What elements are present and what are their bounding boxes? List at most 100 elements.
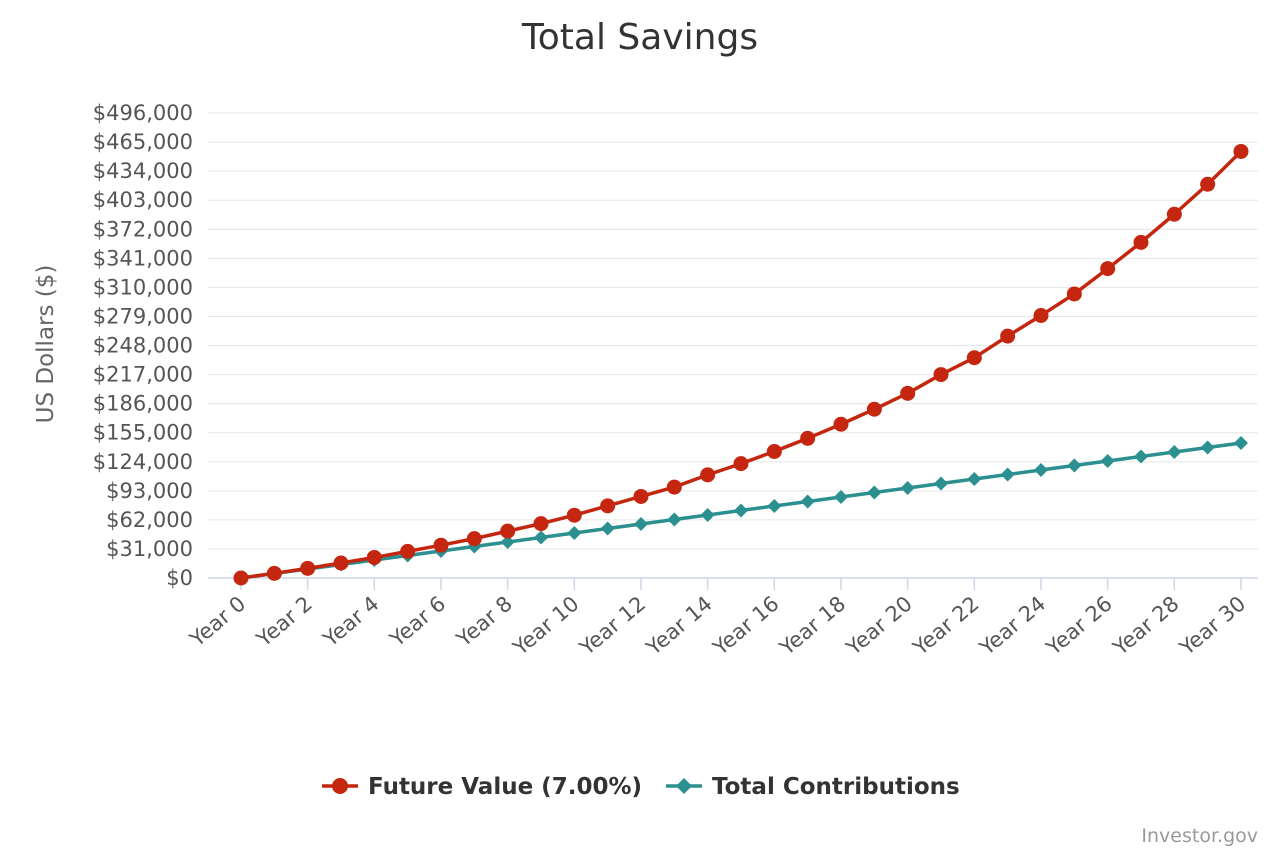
data-point[interactable] [400,543,416,559]
data-point[interactable] [1200,440,1215,455]
legend-item[interactable]: Future Value (7.00%) [322,774,642,800]
y-tick-label: $341,000 [93,246,193,270]
chart-title: Total Savings [521,17,758,58]
x-tick-label: Year 2 [251,591,317,651]
data-point[interactable] [766,443,782,459]
x-tick-label: Year 0 [185,591,251,651]
x-tick-label: Year 14 [641,591,717,660]
x-tick-label: Year 28 [1108,591,1184,660]
data-point[interactable] [1000,328,1016,344]
x-tick-label: Year 22 [908,591,984,660]
data-point[interactable] [1000,467,1015,482]
data-point[interactable] [1100,261,1116,277]
data-point[interactable] [1167,445,1182,459]
data-point[interactable] [800,494,815,509]
data-point[interactable] [633,488,649,504]
data-point[interactable] [533,516,549,532]
data-point[interactable] [966,350,982,366]
data-point[interactable] [667,512,682,527]
data-point[interactable] [1233,143,1249,159]
data-point[interactable] [767,499,782,513]
data-point[interactable] [500,523,516,539]
series-group [233,143,1249,586]
y-tick-label: $217,000 [93,363,193,387]
data-point[interactable] [266,565,282,581]
data-point[interactable] [1234,436,1248,450]
data-point[interactable] [800,430,816,446]
data-point[interactable] [466,531,482,547]
data-point[interactable] [666,479,682,495]
data-point[interactable] [900,481,915,495]
x-tick-label: Year 4 [318,591,384,651]
data-point[interactable] [300,560,316,576]
data-point[interactable] [600,498,616,514]
y-tick-label: $124,000 [93,450,193,474]
data-point[interactable] [366,549,382,565]
x-tick-label: Year 26 [1041,591,1117,660]
y-tick-label: $279,000 [93,304,193,328]
legend-marker [332,778,348,794]
data-point[interactable] [866,401,882,417]
data-point[interactable] [934,476,948,491]
y-tick-label: $310,000 [93,275,193,299]
data-point[interactable] [1133,234,1149,250]
x-tick-label: Year 8 [451,591,517,651]
data-point[interactable] [1066,286,1082,302]
data-point[interactable] [433,537,449,553]
data-point[interactable] [1166,206,1182,222]
data-point[interactable] [1134,449,1148,464]
data-point[interactable] [1033,308,1049,323]
data-point[interactable] [833,416,849,432]
y-tick-label: $186,000 [93,392,193,416]
data-point[interactable] [834,490,848,504]
y-tick-label: $248,000 [93,334,193,358]
legend: Future Value (7.00%) Total Contributions [322,774,960,800]
y-tick-label: $93,000 [106,479,193,503]
y-tick-label: $0 [166,566,193,590]
data-point[interactable] [600,521,615,536]
data-point[interactable] [1067,458,1082,473]
x-tick-label: Year 6 [385,591,451,651]
data-point[interactable] [567,526,582,540]
y-axis-label: US Dollars ($) [33,265,59,424]
y-tick-label: $372,000 [93,217,193,241]
data-point[interactable] [1034,463,1048,477]
data-point[interactable] [500,535,515,549]
data-point[interactable] [1100,454,1115,468]
x-tick-label: Year 20 [841,591,917,660]
data-point[interactable] [700,467,716,483]
y-tick-label: $31,000 [106,537,193,561]
data-point[interactable] [534,530,548,545]
grid-lines [208,112,1258,579]
data-point[interactable] [734,503,748,518]
legend-item[interactable]: Total Contributions [666,774,960,800]
legend-label: Future Value (7.00%) [368,774,642,800]
data-point[interactable] [733,456,749,472]
data-point[interactable] [900,385,916,401]
data-point[interactable] [634,517,648,531]
credit-text[interactable]: Investor.gov [1141,825,1258,847]
y-tick-label: $62,000 [106,508,193,532]
y-axis-ticks: $0 $31,000 $62,000 $93,000 $124,000 $155,000 $… [93,101,193,590]
y-tick-label: $155,000 [93,421,193,445]
data-point[interactable] [566,507,582,523]
x-tick-label: Year 10 [508,591,584,660]
data-point[interactable] [233,570,249,586]
data-point[interactable] [967,472,982,486]
x-tick-label: Year 30 [1174,591,1250,660]
data-point[interactable] [933,367,949,383]
y-tick-label: $496,000 [93,101,193,125]
legend-marker [676,778,692,794]
y-tick-label: $434,000 [93,159,193,183]
legend-label: Total Contributions [712,774,960,800]
data-point[interactable] [700,508,715,522]
data-point[interactable] [1200,176,1216,192]
data-point[interactable] [333,555,349,571]
x-tick-label: Year 16 [708,591,784,660]
data-point[interactable] [867,485,882,500]
series-future-value [233,143,1249,586]
x-tick-label: Year 18 [774,591,850,660]
y-tick-label: $465,000 [93,130,193,154]
